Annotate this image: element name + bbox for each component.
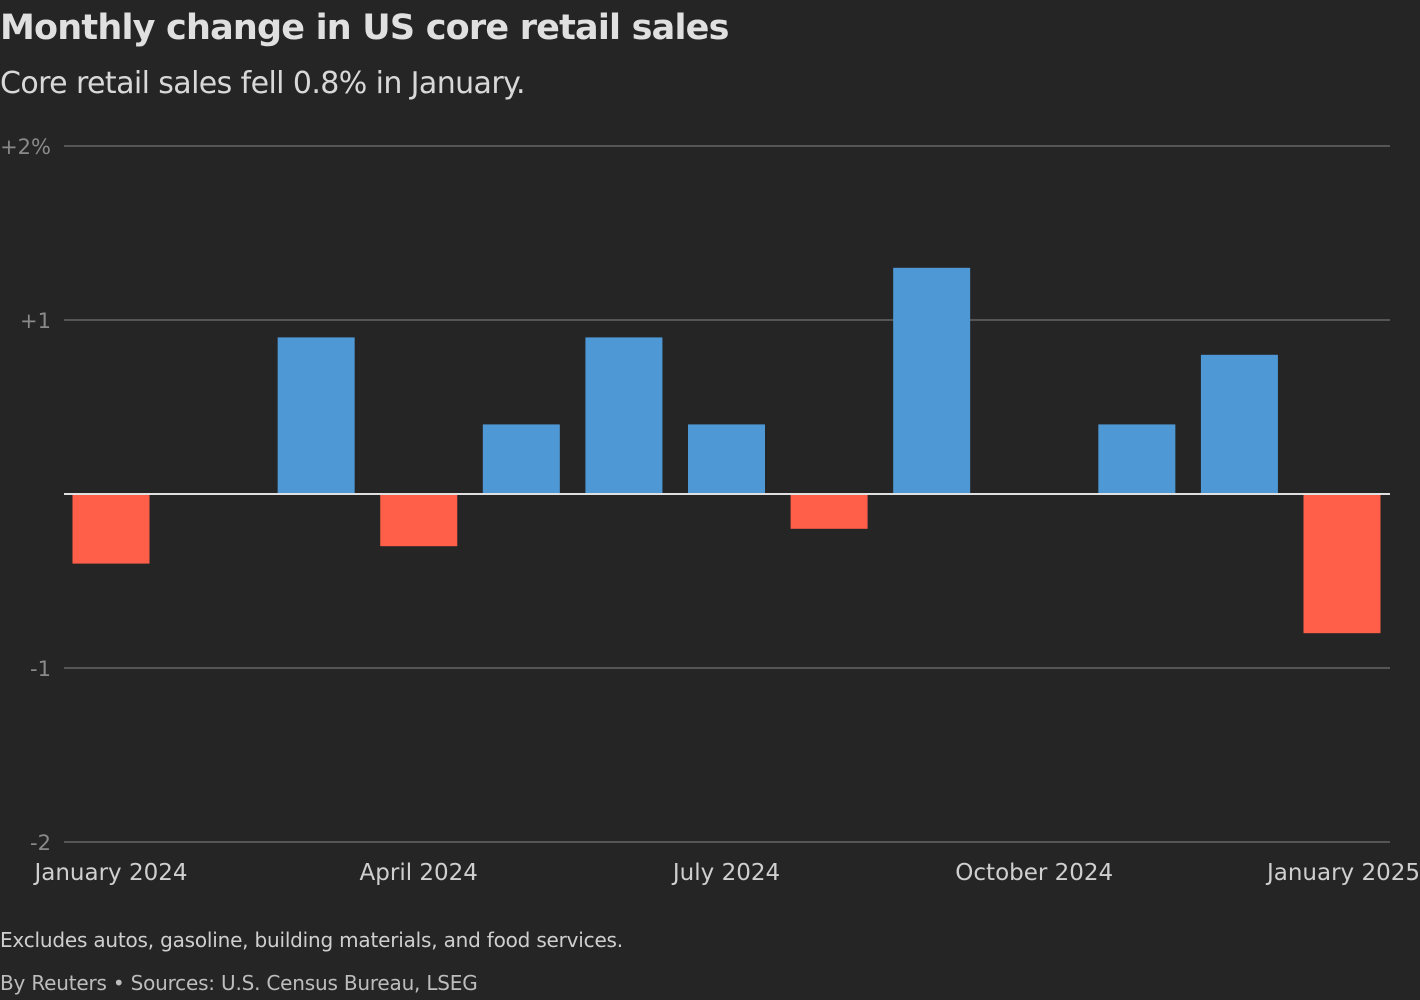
bar-jan-2025 <box>1303 494 1381 634</box>
y-axis-ticks: +2% +1 -1 -2 <box>0 135 51 855</box>
x-tick-label: April 2024 <box>360 860 478 886</box>
chart-subtitle: Core retail sales fell 0.8% in January. <box>0 66 525 101</box>
x-axis-ticks: January 2024 April 2024 July 2024 October 2… <box>32 860 1420 886</box>
bar-nov-2024 <box>1098 424 1176 494</box>
source-credit: By Reuters • Sources: U.S. Census Bureau… <box>0 971 478 995</box>
bar-aug-2024 <box>790 494 868 529</box>
bars <box>72 267 1381 634</box>
bar-jul-2024 <box>688 424 765 494</box>
bar-jan-2024 <box>72 494 150 564</box>
y-tick-label: +2% <box>0 135 51 159</box>
chart-title: Monthly change in US core retail sales <box>0 8 729 48</box>
bar-dec-2024 <box>1200 354 1278 494</box>
x-tick-label: January 2025 <box>1265 860 1420 886</box>
bar-may-2024 <box>482 424 560 494</box>
y-tick-label: -2 <box>30 831 51 855</box>
bar-sep-2024 <box>893 267 971 494</box>
bar-jun-2024 <box>585 337 663 494</box>
gridlines <box>64 145 1390 843</box>
y-tick-label: +1 <box>20 309 51 333</box>
y-tick-label: -1 <box>30 657 51 681</box>
x-tick-label: October 2024 <box>955 860 1113 886</box>
bar-mar-2024 <box>277 337 355 494</box>
x-tick-label: July 2024 <box>671 860 780 886</box>
bar-apr-2024 <box>380 494 458 547</box>
footnote: Excludes autos, gasoline, building mater… <box>0 928 623 952</box>
x-tick-label: January 2024 <box>32 860 187 886</box>
